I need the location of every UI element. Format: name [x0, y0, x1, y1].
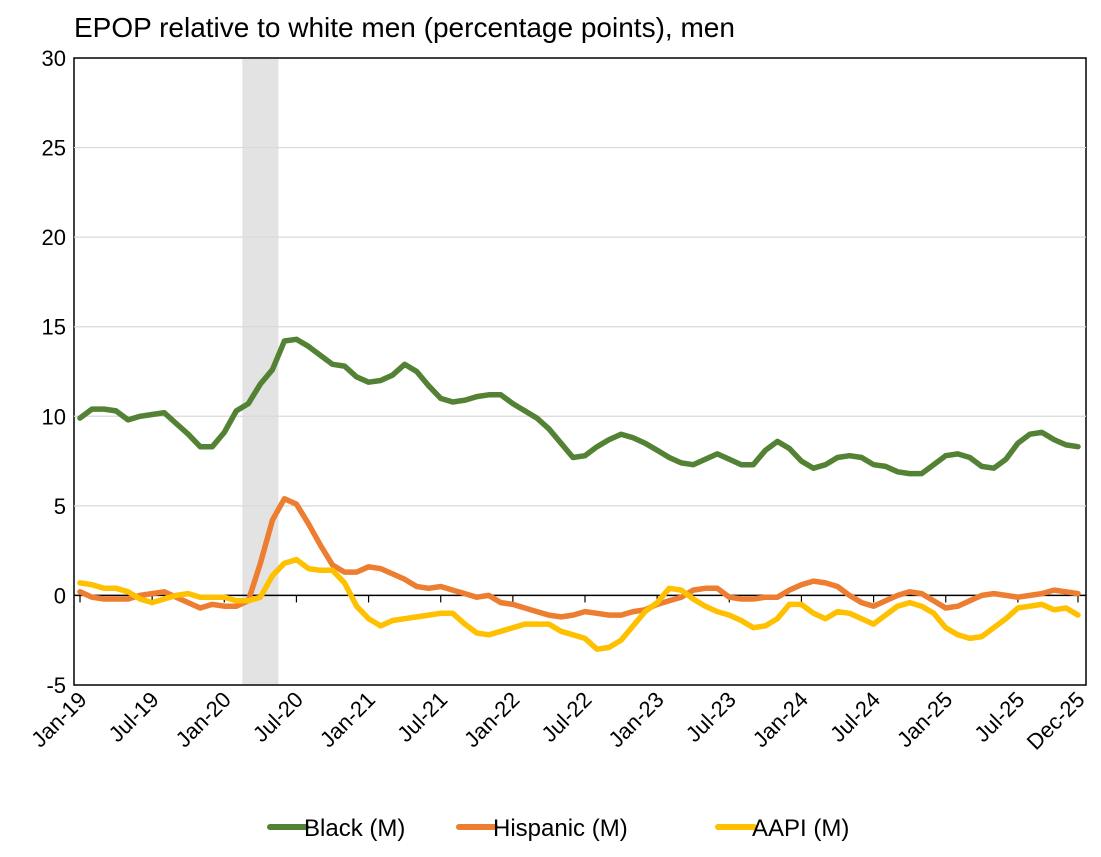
plot-border — [73, 57, 1087, 686]
legend-label: AAPI (M) — [752, 815, 849, 842]
plot-area — [73, 57, 1087, 686]
legend-label: Black (M) — [304, 815, 405, 842]
x-tick-label: Jan-25 — [892, 687, 957, 752]
x-tick-label: Jan-21 — [315, 687, 380, 752]
y-tick-label: 30 — [42, 46, 66, 71]
x-tick-label: Jan-22 — [459, 687, 524, 752]
y-axis-labels: -5 0 5 10 15 20 25 30 — [42, 46, 66, 698]
y-tick-label: 25 — [42, 136, 66, 161]
x-tick-label: Dec-25 — [1022, 687, 1090, 755]
x-tick-label: Jul-25 — [969, 687, 1029, 747]
x-tick-label: Jul-23 — [681, 687, 741, 747]
x-tick-label: Jul-21 — [392, 687, 452, 747]
series-line-aapi-m — [77, 556, 1081, 652]
legend-label: Hispanic (M) — [493, 815, 628, 842]
x-tick-label: Jul-22 — [536, 687, 596, 747]
gridlines — [74, 146, 1086, 507]
y-tick-label: 5 — [54, 494, 66, 519]
series-line-black-m — [77, 336, 1081, 477]
x-tick-label: Jan-23 — [603, 687, 668, 752]
y-tick-label: 10 — [42, 404, 66, 429]
series-lines — [77, 336, 1081, 652]
y-tick-label: -5 — [46, 673, 66, 698]
chart-title: EPOP relative to white men (percentage p… — [74, 12, 735, 43]
x-tick-label: Jan-20 — [171, 687, 236, 752]
y-tick-label: 20 — [42, 225, 66, 250]
x-tick-label: Jul-24 — [825, 687, 885, 747]
y-tick-label: 0 — [54, 583, 66, 608]
x-tick-label: Jul-19 — [104, 687, 164, 747]
x-tick-label: Jul-20 — [248, 687, 308, 747]
x-tick-label: Jan-24 — [748, 687, 813, 752]
x-axis-labels: Jan-19 Jul-19 Jan-20 Jul-20 Jan-21 Jul-21 Jan-… — [26, 687, 1089, 755]
legend: Black (M) Hispanic (M) AAPI (M) — [267, 815, 849, 842]
y-tick-label: 15 — [42, 315, 66, 340]
